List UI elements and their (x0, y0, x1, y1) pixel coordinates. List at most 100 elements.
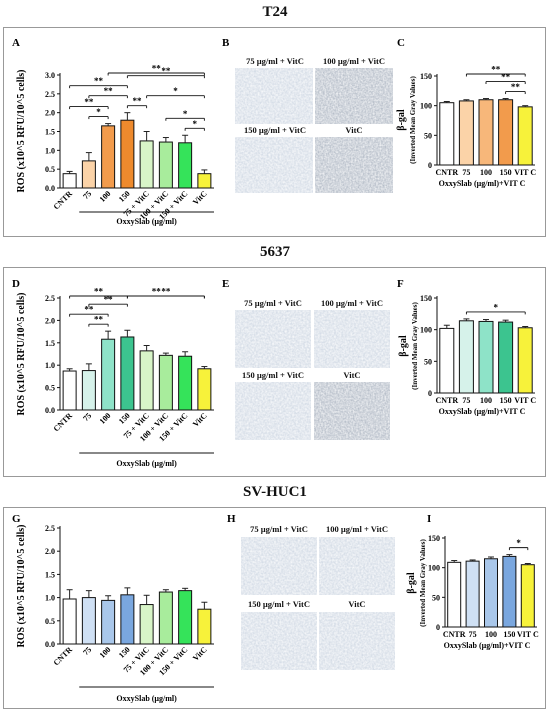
x-tick-label: 75 (462, 396, 470, 405)
x-tick-label: 150 (117, 189, 132, 204)
x-tick-label: VitC (191, 411, 209, 429)
bar (158, 354, 173, 411)
panel-letter-h: H (227, 513, 236, 525)
significance-label: ** (161, 287, 171, 297)
x-tick-label: CNTR (435, 168, 458, 177)
micrograph-label: 150 µg/ml + VitC (244, 125, 306, 135)
y-tick-label: 0.0 (45, 640, 55, 649)
x-tick-label: 75 (81, 411, 93, 423)
micrograph-image (314, 382, 390, 440)
micrograph-label: 100 µg/ml + VitC (321, 298, 383, 308)
significance-label: ** (501, 72, 511, 82)
significance-label: ** (94, 76, 104, 86)
y-tick-label: 1.5 (45, 128, 55, 137)
micrograph-image (315, 68, 393, 124)
micrograph-label: 150 µg/ml + VitC (242, 370, 304, 380)
x-tick-label: CNTR (52, 189, 75, 212)
bar (62, 370, 77, 411)
x-tick-label: CNTR (52, 645, 75, 668)
significance-label: ** (104, 86, 114, 96)
section-title-5637: 5637 (260, 244, 290, 260)
y-tick-label: 3.0 (45, 71, 55, 80)
x-tick-label: 100 (480, 396, 492, 405)
bar (139, 604, 154, 645)
x-tick-label: 75 (81, 645, 93, 657)
y-tick-label: 1.5 (45, 570, 55, 579)
y-axis-label: β-gal (398, 335, 409, 357)
x-tick-label: CNTR (435, 396, 458, 405)
group-label: OxxySlab (µg/ml) (116, 217, 177, 226)
bar (197, 368, 212, 411)
y-tick-label: 50 (424, 131, 432, 140)
chart-f-bgal-5637: 0 50 100 150 β-gal (Inverted Mean Gray Values… (398, 294, 536, 416)
x-tick-label: 100 (98, 189, 113, 204)
micrograph-image (314, 310, 390, 368)
micrograph-image (241, 612, 317, 670)
significance-label: * (173, 86, 178, 96)
x-tick-label: CNTR (52, 411, 75, 434)
y-tick-label: 100 (420, 102, 432, 111)
bar (81, 370, 96, 411)
micrograph-label: 75 µg/ml + VitC (244, 298, 302, 308)
y-axis-label: (Inverted Mean Gray Values) (411, 301, 419, 389)
y-tick-label: 0 (428, 161, 432, 170)
significance-label: ** (84, 97, 94, 107)
y-tick-label: 2.5 (45, 90, 55, 99)
bar (62, 598, 77, 645)
bar (81, 160, 96, 189)
bar (502, 555, 517, 628)
significance-label: ** (84, 305, 94, 315)
y-axis-label: ROS (x10^5 RFU/10^5 cells) (16, 70, 27, 193)
significance-label: * (96, 107, 101, 117)
y-tick-label: 0.0 (45, 406, 55, 415)
micrograph-image (241, 537, 317, 595)
micrograph-image (315, 137, 393, 193)
x-tick-label: 100 (98, 645, 113, 660)
bar (101, 125, 116, 189)
micrograph-label: 150 µg/ml + VitC (248, 599, 310, 609)
x-tick-label: 150 (500, 396, 512, 405)
x-tick-label: 75 (81, 189, 93, 201)
panel-letter-a: A (12, 37, 20, 49)
bar (439, 327, 455, 394)
x-tick-label: VitC (191, 189, 209, 207)
bar (498, 321, 514, 394)
micrograph-image (235, 137, 313, 193)
bar (178, 142, 193, 189)
micrograph-label: VitC (345, 125, 362, 135)
bar (478, 320, 494, 394)
group-label: OxxySlab (µg/ml) (116, 459, 177, 468)
y-axis-label: ROS (x10^5 RFU/10^5 cells) (16, 525, 27, 648)
x-tick-label: VIT C (514, 168, 536, 177)
bar (484, 558, 498, 628)
chart-a-ros-t24: 0.0 0.5 1.0 1.5 2.0 2.5 3.0 ROS (x10^5 RFU/10^5… (16, 64, 214, 226)
micrograph-image (235, 68, 313, 124)
significance-label: ** (491, 65, 501, 75)
x-tick-label: VitC (191, 645, 209, 663)
x-tick-label: 100 (98, 411, 113, 426)
panel-letter-i: I (427, 513, 431, 525)
x-axis-label: OxxySlab (µg/ml)+VIT C (439, 179, 526, 188)
bar (158, 591, 173, 645)
y-tick-label: 1.5 (45, 339, 55, 348)
group-label: OxxySlab (µg/ml) (116, 694, 177, 703)
x-tick-label: VIT C (514, 396, 536, 405)
chart-i-bgal-svhuc1: 0 50 100 150 β-gal (Inverted Mean Gray Values… (406, 534, 539, 650)
y-tick-label: 1.0 (45, 361, 55, 370)
x-tick-label: VIT C (517, 630, 539, 639)
bar (120, 119, 135, 189)
x-tick-label: 75 (469, 630, 477, 639)
bar (498, 99, 514, 166)
significance-label: * (516, 538, 521, 548)
chart-g-ros-svhuc1: 0.0 0.5 1.0 1.5 2.0 2.5 ROS (x10^5 RFU/10^5 ce… (16, 524, 214, 703)
y-tick-label: 0.5 (45, 617, 55, 626)
y-tick-label: 1.0 (45, 146, 55, 155)
x-axis-label: OxxySlab (µg/ml)+VIT C (444, 641, 531, 650)
significance-label: ** (152, 64, 162, 74)
x-tick-label: 75 (462, 168, 470, 177)
significance-label: * (494, 302, 499, 312)
panel-letter-e: E (222, 278, 229, 290)
y-tick-label: 50 (424, 357, 432, 366)
chart-d-ros-5637: 0.0 0.5 1.0 1.5 2.0 2.5 ROS (x10^5 RFU/10^5 ce… (16, 287, 214, 468)
bar (139, 140, 154, 189)
